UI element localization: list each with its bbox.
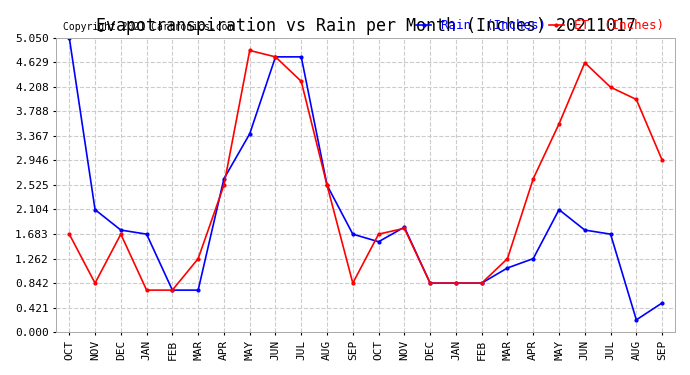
- ET  (Inches): [91, 281, 99, 285]
- ET  (Inches): [555, 122, 563, 126]
- ET  (Inches): [658, 158, 667, 162]
- Rain  (Inches): [168, 288, 177, 292]
- ET  (Inches): [477, 281, 486, 285]
- ET  (Inches): [452, 281, 460, 285]
- ET  (Inches): [271, 55, 279, 59]
- ET  (Inches): [117, 232, 125, 236]
- Rain  (Inches): [503, 266, 511, 270]
- ET  (Inches): [400, 226, 408, 231]
- Rain  (Inches): [117, 228, 125, 232]
- Rain  (Inches): [400, 225, 408, 230]
- Rain  (Inches): [91, 207, 99, 212]
- ET  (Inches): [142, 288, 150, 292]
- Rain  (Inches): [658, 301, 667, 305]
- Text: Copyright 2021 Cartronics.com: Copyright 2021 Cartronics.com: [63, 22, 233, 32]
- ET  (Inches): [426, 281, 434, 285]
- ET  (Inches): [348, 281, 357, 285]
- Rain  (Inches): [529, 256, 538, 261]
- Line: ET  (Inches): ET (Inches): [66, 48, 665, 293]
- Rain  (Inches): [426, 281, 434, 285]
- ET  (Inches): [297, 79, 306, 84]
- ET  (Inches): [246, 48, 254, 53]
- Rain  (Inches): [194, 288, 202, 292]
- Rain  (Inches): [271, 55, 279, 59]
- Rain  (Inches): [65, 35, 73, 40]
- ET  (Inches): [503, 256, 511, 261]
- Title: Evapotranspiration vs Rain per Month (Inches) 20211017: Evapotranspiration vs Rain per Month (In…: [96, 16, 635, 34]
- Rain  (Inches): [632, 318, 640, 322]
- Rain  (Inches): [297, 55, 306, 59]
- ET  (Inches): [529, 177, 538, 181]
- ET  (Inches): [168, 288, 177, 292]
- ET  (Inches): [194, 256, 202, 261]
- ET  (Inches): [375, 232, 383, 236]
- Rain  (Inches): [375, 240, 383, 244]
- Rain  (Inches): [246, 132, 254, 136]
- Rain  (Inches): [348, 232, 357, 236]
- ET  (Inches): [607, 85, 615, 90]
- ET  (Inches): [581, 60, 589, 65]
- ET  (Inches): [632, 97, 640, 102]
- Line: Rain  (Inches): Rain (Inches): [66, 35, 665, 322]
- Rain  (Inches): [323, 183, 331, 188]
- Legend: Rain  (Inches), ET  (Inches): Rain (Inches), ET (Inches): [411, 14, 669, 38]
- Rain  (Inches): [477, 281, 486, 285]
- Rain  (Inches): [452, 281, 460, 285]
- ET  (Inches): [220, 183, 228, 188]
- Rain  (Inches): [555, 207, 563, 212]
- Rain  (Inches): [581, 228, 589, 232]
- Rain  (Inches): [607, 232, 615, 236]
- ET  (Inches): [65, 232, 73, 236]
- Rain  (Inches): [142, 232, 150, 236]
- Rain  (Inches): [220, 177, 228, 181]
- ET  (Inches): [323, 183, 331, 188]
